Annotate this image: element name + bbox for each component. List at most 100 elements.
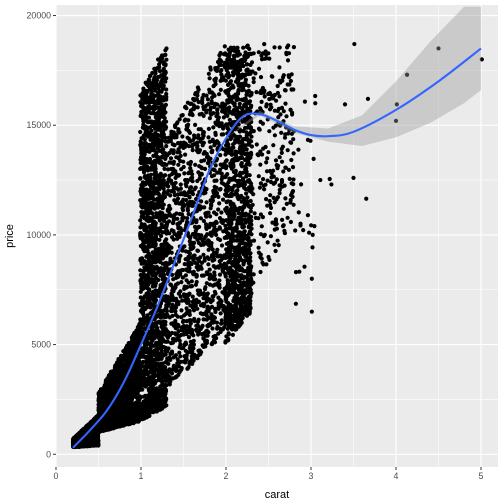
data-point	[101, 420, 106, 425]
data-point	[141, 86, 146, 91]
data-point	[151, 161, 156, 166]
data-point	[146, 301, 151, 306]
data-point	[160, 261, 165, 266]
data-point	[140, 387, 145, 392]
data-point	[182, 171, 187, 176]
data-point	[159, 391, 164, 396]
data-point	[146, 107, 151, 112]
data-point	[120, 419, 125, 424]
data-point	[217, 272, 223, 277]
data-point	[118, 360, 123, 365]
data-point	[126, 402, 131, 407]
data-point	[107, 425, 112, 430]
data-point	[138, 218, 143, 223]
data-point	[157, 192, 162, 197]
data-point	[153, 404, 158, 409]
data-point	[117, 373, 122, 378]
data-point	[161, 266, 166, 271]
data-point	[148, 259, 154, 264]
data-point	[119, 416, 124, 421]
data-point	[148, 172, 153, 177]
data-point	[95, 433, 100, 438]
data-point	[98, 389, 104, 394]
data-point	[141, 399, 146, 404]
data-point	[144, 248, 149, 253]
data-points	[70, 41, 484, 450]
data-point	[149, 95, 154, 100]
data-point	[152, 104, 158, 109]
data-point	[149, 147, 154, 153]
data-point	[149, 268, 154, 273]
data-point	[138, 395, 143, 400]
data-point	[163, 79, 168, 84]
data-point	[149, 205, 154, 210]
data-point	[151, 215, 156, 220]
data-point	[146, 360, 151, 365]
data-point	[146, 232, 151, 237]
data-point	[162, 278, 167, 283]
data-point	[159, 155, 164, 160]
data-point	[138, 295, 143, 300]
data-point	[153, 368, 158, 374]
data-point	[186, 212, 191, 217]
data-point	[142, 294, 147, 299]
data-point	[152, 352, 157, 357]
data-point	[149, 201, 155, 206]
data-point	[154, 264, 159, 269]
data-point	[156, 214, 161, 219]
data-point	[153, 283, 158, 288]
data-point	[139, 102, 144, 107]
data-point	[133, 394, 138, 399]
data-point	[138, 176, 143, 181]
data-point	[150, 381, 155, 386]
data-point	[198, 216, 203, 221]
data-point	[159, 387, 164, 393]
data-point	[163, 352, 168, 357]
data-point	[161, 398, 166, 403]
data-point	[94, 438, 99, 444]
data-point	[151, 220, 156, 225]
data-point	[90, 437, 95, 442]
data-point	[119, 369, 124, 374]
data-point	[157, 89, 162, 94]
data-point	[152, 135, 157, 140]
data-point	[106, 418, 111, 423]
data-point	[149, 367, 154, 372]
data-point	[159, 95, 164, 100]
data-point	[149, 377, 154, 382]
data-point	[109, 371, 114, 376]
data-point	[145, 225, 150, 230]
data-point	[139, 412, 144, 418]
data-point	[144, 133, 149, 138]
data-point	[163, 63, 168, 68]
data-point	[124, 422, 129, 427]
data-point	[145, 126, 150, 132]
data-point	[156, 83, 161, 88]
data-point	[140, 212, 145, 217]
data-point	[139, 186, 144, 191]
data-point	[141, 269, 146, 274]
data-point	[156, 401, 161, 406]
data-point	[156, 227, 162, 232]
data-point	[139, 286, 144, 291]
data-point	[155, 313, 160, 318]
data-point	[160, 344, 165, 349]
data-point	[125, 396, 130, 401]
data-point	[149, 194, 154, 199]
data-point	[152, 323, 157, 328]
data-point	[98, 400, 103, 405]
data-point	[158, 353, 163, 358]
data-point	[149, 86, 154, 91]
data-point	[130, 395, 135, 400]
data-point	[142, 137, 147, 142]
data-point	[159, 361, 164, 366]
data-point	[154, 125, 159, 130]
data-point	[150, 398, 156, 403]
data-point	[154, 347, 159, 352]
data-point	[140, 94, 145, 99]
data-point	[145, 192, 150, 197]
data-point	[138, 142, 143, 147]
data-point	[115, 408, 120, 413]
data-point	[146, 252, 151, 257]
data-point	[157, 370, 162, 376]
